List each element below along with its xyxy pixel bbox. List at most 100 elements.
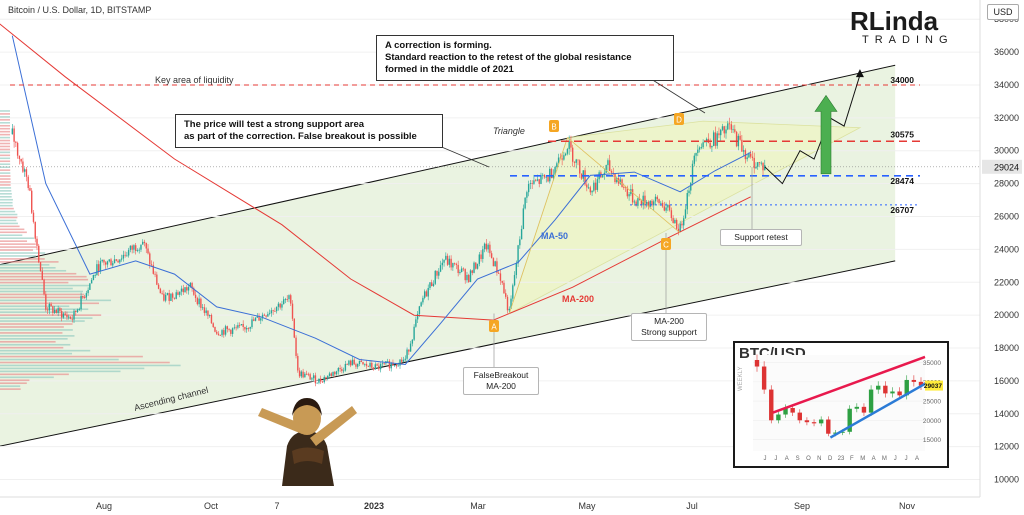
candle-body [494, 261, 496, 267]
candle-body [328, 373, 331, 376]
candle-body [288, 295, 290, 300]
inset-y-tick: 15000 [923, 437, 941, 444]
volume-profile-bar [0, 367, 145, 370]
candle-body [147, 248, 149, 254]
level-label: 34000 [890, 75, 914, 85]
candle-body [335, 371, 338, 375]
false-breakout-callout: FalseBreakout MA-200 [463, 367, 539, 395]
candle-body [117, 260, 119, 263]
x-axis: Aug Oct 7 2023 Mar May Jul Sep Nov [0, 496, 980, 511]
volume-profile-bar [0, 264, 50, 266]
volume-profile-bar [0, 361, 170, 364]
candle-body [646, 201, 648, 206]
y-axis-background [980, 0, 1024, 515]
candle-body [633, 201, 636, 203]
candle-body [735, 131, 738, 147]
candle-body [746, 157, 748, 160]
candle-body [596, 179, 599, 190]
candle-body [411, 339, 414, 344]
candle-body [182, 288, 184, 293]
current-price-tag [982, 159, 1022, 174]
candle-body [196, 298, 199, 305]
candle-body [136, 250, 139, 251]
volume-profile-bar [0, 207, 14, 210]
candle-body [201, 307, 204, 309]
candle-body [179, 291, 181, 295]
inset-x-tick: J [774, 456, 777, 462]
volume-profile-bar [0, 370, 121, 373]
volume-profile-bar [0, 151, 11, 154]
triangle-edge [508, 137, 568, 314]
volume-profile-bar [0, 323, 73, 325]
candle-body [762, 162, 764, 171]
candle-body [386, 361, 389, 362]
correction-line: formed in the middle of 2021 [385, 64, 514, 75]
candle-body [455, 263, 458, 265]
y-tick-label: 30000 [994, 146, 1019, 156]
inset-chart: 350003000025000200001500029037JJASOND23F… [753, 354, 943, 462]
candle-body [589, 187, 592, 193]
level-label: 28474 [890, 176, 914, 186]
candle-body [16, 142, 19, 156]
y-tick-label: 20000 [994, 310, 1019, 320]
candle-body [82, 295, 84, 297]
currency-button[interactable]: USD [987, 4, 1019, 20]
candle-body [124, 254, 126, 256]
candle-body [748, 153, 750, 158]
y-tick-label: 26000 [994, 212, 1019, 222]
candle-body [52, 306, 54, 313]
candle-body [187, 287, 190, 291]
volume-profile-bar [0, 198, 13, 201]
candle-body [342, 370, 345, 372]
brand-logo: RLinda TRADING [850, 6, 950, 46]
candle-body [453, 263, 456, 264]
correction-line: A correction is forming. [385, 40, 492, 51]
candle-body [59, 308, 61, 312]
candle-body [378, 365, 380, 370]
volume-profile-bar [0, 382, 27, 385]
candle-body [246, 328, 248, 330]
inset-candle-body [904, 379, 909, 396]
candle-body [459, 271, 461, 273]
candle-body [711, 145, 713, 148]
ma50-line [11, 35, 751, 366]
candle-body [691, 163, 694, 183]
candle-body [293, 318, 295, 338]
candle-body [533, 180, 535, 184]
candle-body [402, 359, 405, 362]
candle-body [46, 309, 49, 311]
y-tick-label: 28000 [994, 179, 1019, 189]
candle-body [513, 275, 516, 286]
candle-body [96, 264, 98, 276]
candle-body [705, 138, 708, 142]
candle-body [489, 244, 491, 254]
candle-body [126, 255, 128, 257]
candle-body [730, 124, 732, 130]
volume-profile-bar [0, 255, 37, 257]
candle-body [364, 363, 366, 365]
y-tick-label: 32000 [994, 113, 1019, 123]
candle-body [277, 303, 280, 307]
volume-profile-bar [0, 121, 11, 124]
candle-body [133, 245, 135, 250]
candle-body [31, 190, 33, 213]
candle-body [550, 168, 553, 179]
candle-body [394, 364, 396, 366]
candle-body [279, 303, 281, 308]
inset-candle-body [854, 406, 860, 409]
candle-body [508, 308, 510, 311]
candle-body [577, 159, 579, 161]
volume-profile-bar [0, 175, 11, 177]
candle-body [381, 363, 384, 365]
inset-plot-area [753, 355, 925, 451]
level-label: 26707 [890, 205, 914, 215]
candle-body [587, 187, 590, 189]
volume-profile-bar [0, 154, 11, 157]
candle-body [714, 132, 717, 146]
candle-body [186, 287, 188, 291]
candle-body [434, 270, 436, 284]
candle-body [758, 162, 761, 163]
candle-body [672, 218, 674, 224]
candle-body [22, 161, 24, 172]
